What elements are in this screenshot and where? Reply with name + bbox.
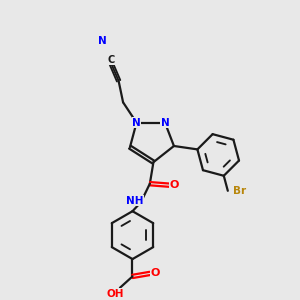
Text: O: O bbox=[170, 180, 179, 190]
Text: OH: OH bbox=[107, 289, 124, 299]
Text: N: N bbox=[98, 36, 106, 46]
Text: NH: NH bbox=[125, 196, 143, 206]
Text: N: N bbox=[160, 118, 169, 128]
Text: O: O bbox=[151, 268, 160, 278]
Text: C: C bbox=[107, 55, 115, 65]
Text: Br: Br bbox=[233, 186, 246, 196]
Text: N: N bbox=[132, 118, 141, 128]
